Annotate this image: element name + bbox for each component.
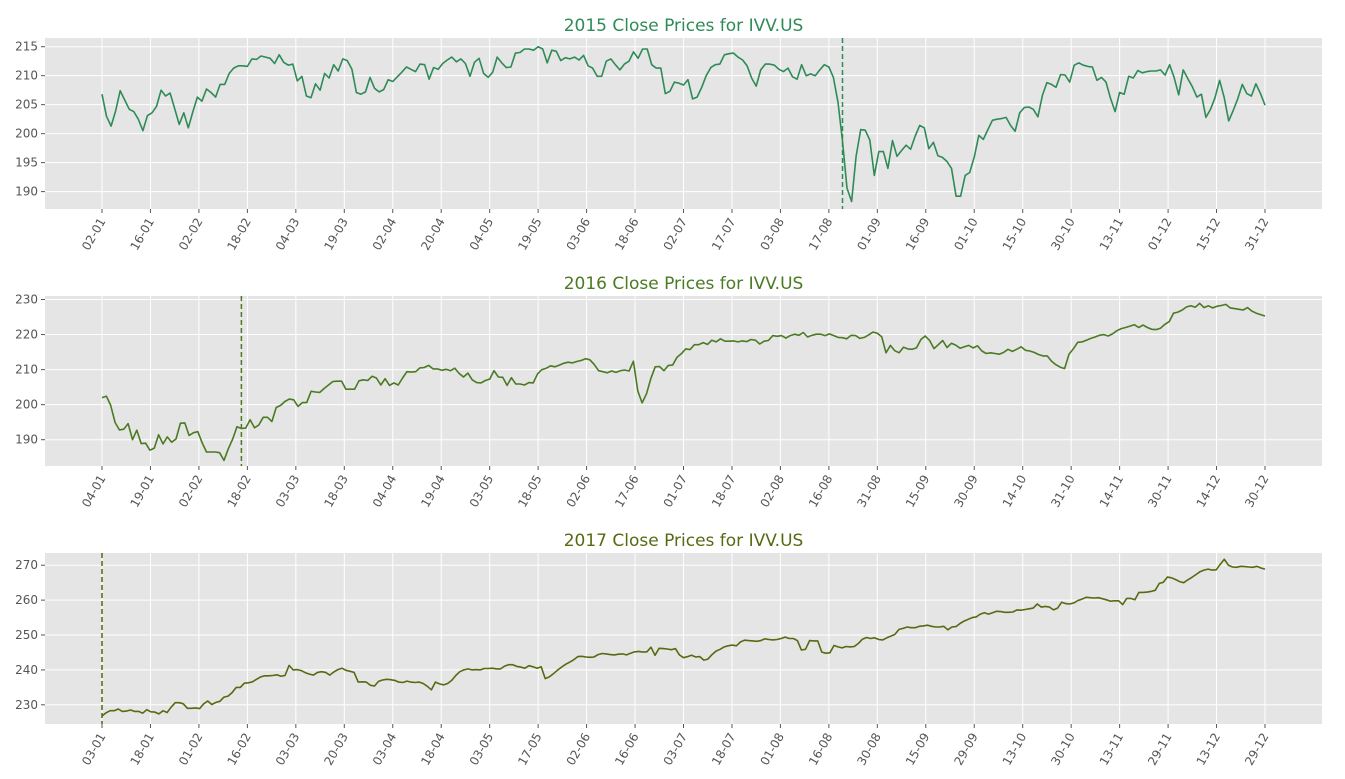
x-tick-label: 04-03 (273, 216, 303, 253)
y-tick-label: 190 (15, 185, 38, 199)
x-tick-label: 01-02 (176, 731, 206, 768)
x-tick-label: 02-06 (564, 473, 594, 510)
y-tick-label: 210 (15, 363, 38, 377)
x-tick-label: 20-04 (418, 216, 448, 253)
x-tick-label: 30-12 (1242, 473, 1272, 510)
x-tick-label: 30-10 (1048, 216, 1078, 253)
x-tick-label: 18-05 (515, 473, 545, 510)
x-tick-label: 18-02 (224, 473, 254, 510)
y-tick-label: 190 (15, 433, 38, 447)
x-tick-label: 18-06 (612, 216, 642, 253)
x-tick-label: 02-04 (370, 216, 400, 253)
x-tick-label: 18-02 (224, 216, 254, 253)
x-tick-label: 30-11 (1145, 473, 1175, 510)
x-tick-label: 15-12 (1194, 216, 1224, 253)
y-tick-label: 220 (15, 328, 38, 342)
x-tick-label: 03-05 (467, 731, 497, 768)
y-tick-label: 230 (15, 698, 38, 712)
price-series-line (101, 302, 1266, 462)
x-tick-label: 03-03 (273, 731, 303, 768)
x-tick-label: 31-12 (1242, 216, 1272, 253)
y-tick-label: 200 (15, 127, 38, 141)
x-tick-label: 15-09 (903, 473, 933, 510)
x-tick-label: 19-05 (515, 216, 545, 253)
x-tick-label: 13-11 (1097, 731, 1127, 768)
x-tick-label: 01-10 (951, 216, 981, 253)
x-tick-label: 30-09 (951, 473, 981, 510)
x-tick-label: 04-04 (370, 473, 400, 510)
x-tick-label: 03-07 (661, 731, 691, 768)
x-tick-label: 29-11 (1145, 731, 1175, 768)
x-tick-label: 20-03 (321, 731, 351, 768)
x-tick-label: 14-12 (1194, 473, 1224, 510)
x-tick-label: 04-05 (467, 215, 497, 252)
x-tick-label: 01-08 (757, 731, 787, 768)
x-tick-label: 15-10 (1000, 216, 1030, 253)
x-tick-label: 02-07 (661, 216, 691, 253)
x-tick-label: 17-08 (806, 216, 836, 253)
y-tick-label: 200 (15, 398, 38, 412)
x-tick-label: 16-08 (806, 473, 836, 510)
y-tick-label: 205 (15, 98, 38, 112)
x-tick-label: 04-01 (79, 473, 109, 510)
x-tick-label: 01-07 (661, 473, 691, 510)
y-tick-label: 260 (15, 593, 38, 607)
x-tick-label: 16-01 (127, 216, 157, 253)
chart-title: 2016 Close Prices for IVV.US (564, 274, 804, 294)
x-tick-label: 17-05 (515, 731, 545, 768)
x-tick-label: 01-12 (1145, 216, 1175, 253)
price-series-line (101, 558, 1266, 717)
x-tick-label: 18-07 (709, 731, 739, 768)
x-tick-label: 02-02 (176, 473, 206, 510)
price-series-line (101, 45, 1266, 203)
x-tick-label: 31-10 (1048, 473, 1078, 510)
x-tick-label: 29-09 (951, 731, 981, 768)
x-tick-label: 18-01 (127, 731, 157, 768)
x-tick-label: 16-08 (806, 731, 836, 768)
x-tick-label: 19-04 (418, 473, 448, 510)
x-tick-label: 17-06 (612, 473, 642, 510)
x-tick-label: 01-09 (854, 216, 884, 253)
x-tick-label: 03-08 (757, 216, 787, 253)
x-tick-label: 02-08 (757, 473, 787, 510)
x-tick-label: 13-12 (1194, 731, 1224, 768)
x-tick-label: 14-11 (1097, 473, 1127, 510)
x-tick-label: 30-08 (854, 731, 884, 768)
x-tick-label: 13-11 (1097, 216, 1127, 253)
chart-title: 2017 Close Prices for IVV.US (564, 531, 804, 551)
y-tick-label: 240 (15, 663, 38, 677)
y-tick-label: 230 (15, 293, 38, 307)
y-tick-label: 210 (15, 69, 38, 83)
x-tick-label: 16-06 (612, 731, 642, 768)
x-tick-label: 18-04 (418, 731, 448, 768)
chart-title: 2015 Close Prices for IVV.US (564, 16, 804, 36)
x-tick-label: 19-03 (321, 216, 351, 253)
y-tick-label: 195 (15, 156, 38, 170)
x-tick-label: 29-12 (1242, 731, 1272, 768)
x-tick-label: 13-10 (1000, 731, 1030, 768)
x-tick-label: 02-01 (79, 216, 109, 253)
x-tick-label: 03-04 (370, 731, 400, 768)
x-tick-label: 18-07 (709, 473, 739, 510)
x-tick-label: 03-05 (467, 472, 497, 509)
x-tick-label: 03-06 (564, 216, 594, 253)
y-tick-label: 215 (15, 40, 38, 54)
x-tick-label: 30-10 (1048, 731, 1078, 768)
y-tick-label: 270 (15, 558, 38, 572)
x-tick-label: 03-03 (273, 473, 303, 510)
x-tick-label: 03-01 (79, 731, 109, 768)
y-tick-label: 250 (15, 628, 38, 642)
x-tick-label: 16-02 (224, 731, 254, 768)
x-tick-label: 02-06 (564, 731, 594, 768)
x-tick-label: 14-10 (1000, 473, 1030, 510)
x-tick-label: 18-03 (321, 473, 351, 510)
x-tick-label: 16-09 (903, 216, 933, 253)
x-tick-label: 17-07 (709, 216, 739, 253)
x-tick-label: 19-01 (127, 473, 157, 510)
x-tick-label: 31-08 (854, 473, 884, 510)
x-tick-label: 02-02 (176, 216, 206, 253)
x-tick-label: 15-09 (903, 731, 933, 768)
